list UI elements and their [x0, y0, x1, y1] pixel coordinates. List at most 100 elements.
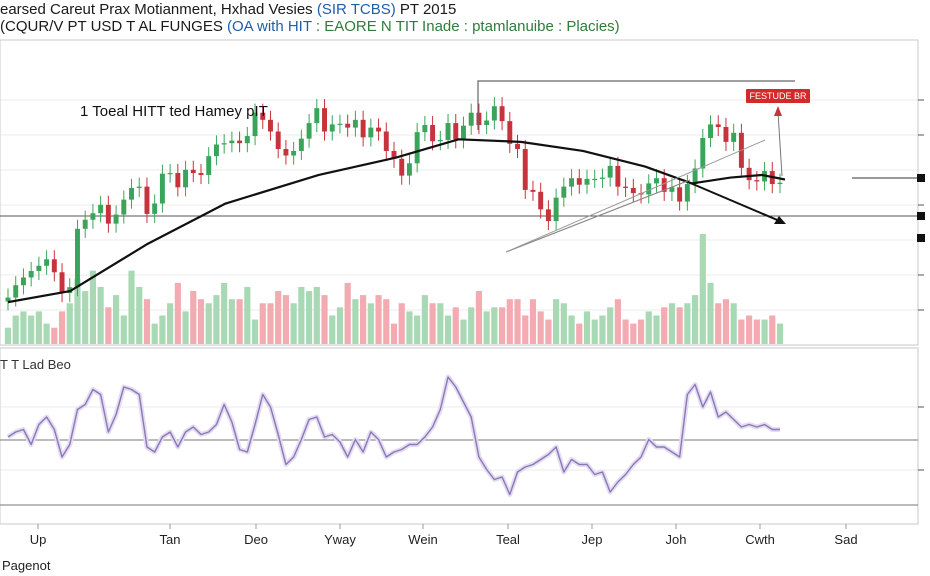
- x-tick-label: Wein: [408, 532, 438, 547]
- candle-body: [345, 123, 351, 128]
- volume-bar: [383, 299, 390, 344]
- candle-body: [453, 123, 459, 140]
- volume-bar: [668, 303, 676, 344]
- candle-body: [175, 173, 181, 188]
- candle-body: [623, 186, 629, 188]
- candle-body: [291, 150, 297, 156]
- candle-body: [430, 125, 436, 142]
- channel-line: [477, 80, 795, 130]
- oscillator-panel-frame: [0, 347, 919, 525]
- candle-body: [229, 140, 235, 144]
- volume-bar: [576, 323, 583, 344]
- candle-body: [592, 178, 598, 181]
- candle-body: [708, 124, 713, 138]
- volume-bar: [514, 299, 521, 344]
- candle-body: [275, 131, 281, 150]
- volume-bar: [159, 315, 166, 344]
- volume-bar: [360, 295, 367, 344]
- volume-bar: [167, 303, 174, 344]
- candle-body: [98, 204, 104, 214]
- chart-subtitle-part: : EAORE N TIT Inade : ptamlanuibe : Plac…: [311, 18, 620, 35]
- chart-title-part: earsed Careut Prax Motianment, Hxhad Ves…: [0, 1, 317, 18]
- volume-bar: [43, 323, 50, 344]
- candle-body: [746, 167, 752, 181]
- price-level-marker: [917, 212, 925, 220]
- candle-body: [28, 270, 34, 278]
- candle-body: [244, 136, 250, 144]
- candle-body: [121, 199, 127, 215]
- candle-body: [237, 140, 243, 144]
- candle-body: [692, 168, 698, 185]
- volume-bar: [236, 299, 243, 344]
- chart-title: earsed Careut Prax Motianment, Hxhad Ves…: [0, 1, 456, 18]
- volume-bar: [35, 311, 42, 344]
- volume-bar: [120, 315, 127, 344]
- candle-body: [268, 119, 273, 132]
- volume-bar: [344, 282, 351, 344]
- candle-body: [252, 112, 258, 137]
- candle-body: [522, 149, 528, 190]
- candle-body: [20, 277, 26, 286]
- chart-subtitle: (CQUR/V PT USD T AL FUNGES (OA with HIT …: [0, 18, 620, 35]
- volume-bar: [174, 282, 181, 344]
- candle-body: [51, 259, 57, 273]
- volume-bar: [506, 299, 513, 344]
- x-tick-label: Teal: [496, 532, 520, 547]
- volume-bar: [290, 303, 297, 344]
- volume-bar: [390, 323, 398, 344]
- volume-bar: [452, 307, 459, 344]
- candle-body: [352, 119, 358, 128]
- volume-bar: [197, 299, 205, 344]
- volume-bar: [51, 327, 58, 344]
- volume-bar: [498, 307, 506, 344]
- candle-body: [36, 265, 42, 271]
- volume-bar: [583, 311, 591, 344]
- volume-bar: [637, 319, 645, 344]
- volume-bar: [375, 295, 382, 344]
- candle-body: [113, 214, 119, 224]
- arrowhead-icon: [774, 216, 786, 224]
- footer-label: Pagenot: [2, 558, 51, 573]
- volume-bar: [367, 303, 374, 344]
- candle-body: [654, 178, 659, 184]
- candle-body: [90, 213, 96, 220]
- candle-body: [661, 178, 667, 192]
- volume-bar: [414, 315, 421, 344]
- candle-body: [152, 203, 158, 214]
- x-tick-label: Tan: [159, 532, 181, 547]
- candle-body: [414, 132, 420, 164]
- candle-body: [283, 149, 289, 156]
- channel-line: [505, 139, 766, 253]
- volume-bar: [769, 315, 776, 344]
- chart-title-part: PT 2015: [395, 1, 457, 18]
- candle-body: [329, 124, 335, 132]
- candle-body: [669, 187, 675, 192]
- volume-bar: [398, 303, 405, 344]
- volume-bar: [722, 299, 730, 344]
- volume-bar: [313, 286, 320, 344]
- candle-body: [684, 184, 690, 202]
- candle-body: [530, 189, 536, 192]
- volume-bar: [622, 319, 629, 344]
- chart-subtitle-part: (OA with HIT: [227, 18, 312, 35]
- chart-subtitle-part: (CQUR/V PT USD T AL FUNGES: [0, 18, 227, 35]
- candle-body: [406, 163, 412, 176]
- volume-bar: [74, 278, 81, 344]
- candle-body: [715, 124, 721, 127]
- candle-body: [368, 127, 374, 138]
- volume-bar: [653, 315, 660, 344]
- candle-body: [754, 180, 760, 182]
- volume-bar: [730, 303, 737, 344]
- volume-bar: [715, 303, 722, 344]
- candle-body: [468, 112, 474, 126]
- volume-bar: [112, 295, 120, 344]
- volume-bar: [20, 311, 27, 344]
- volume-bar: [545, 319, 552, 344]
- candle-body: [391, 150, 397, 159]
- volume-bar: [753, 319, 760, 344]
- volume-bar: [259, 303, 266, 344]
- volume-bar: [437, 303, 444, 344]
- candle-body: [337, 123, 343, 125]
- x-tick-label: Up: [29, 532, 47, 547]
- candle-body: [569, 178, 575, 187]
